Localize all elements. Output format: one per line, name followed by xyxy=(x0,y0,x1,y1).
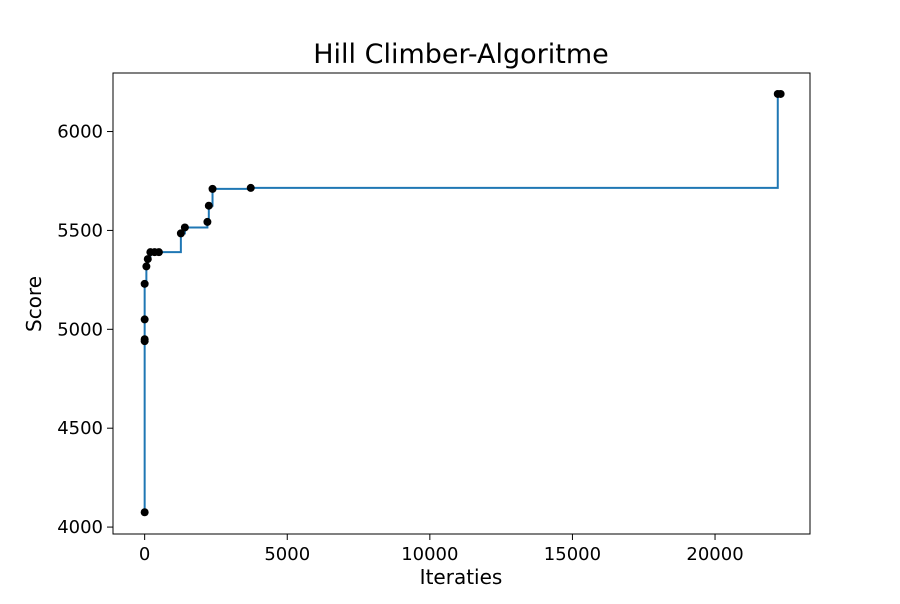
x-axis-ticks: 0 5000 10000 15000 20000 xyxy=(139,534,744,565)
y-tick-label: 5000 xyxy=(57,319,103,340)
data-point xyxy=(143,255,152,264)
data-point xyxy=(180,223,189,232)
data-point xyxy=(246,183,255,192)
y-tick-label: 6000 xyxy=(57,122,103,143)
data-point xyxy=(140,335,149,344)
data-point xyxy=(140,315,149,324)
y-tick-label: 4000 xyxy=(57,517,103,538)
data-point xyxy=(204,201,213,210)
data-point xyxy=(208,184,217,193)
data-points xyxy=(140,89,785,517)
y-tick-label: 5500 xyxy=(57,220,103,241)
chart-title: Hill Climber-Algoritme xyxy=(313,39,609,70)
data-point xyxy=(140,508,149,517)
data-point xyxy=(140,279,149,288)
plot-area-frame xyxy=(112,72,811,535)
x-tick-label: 10000 xyxy=(401,544,458,565)
data-point xyxy=(154,248,163,257)
series-layer xyxy=(143,92,781,513)
x-tick-label: 15000 xyxy=(544,544,601,565)
data-point xyxy=(203,217,212,226)
data-point xyxy=(142,262,151,271)
data-point xyxy=(176,229,185,238)
x-tick-label: 5000 xyxy=(264,544,310,565)
y-tick-label: 4500 xyxy=(57,418,103,439)
x-tick-label: 0 xyxy=(139,544,150,565)
data-point xyxy=(776,89,785,98)
y-axis-ticks: 4000 4500 5000 5500 6000 xyxy=(57,122,113,538)
x-axis-label: Iteraties xyxy=(420,565,503,589)
score-step-line xyxy=(143,92,781,513)
x-tick-label: 20000 xyxy=(686,544,743,565)
y-axis-label: Score xyxy=(22,276,46,332)
